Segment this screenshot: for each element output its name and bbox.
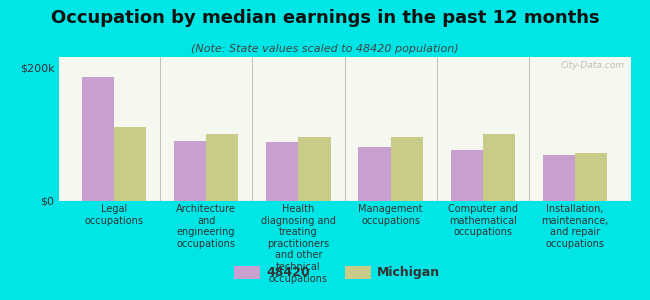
- Text: Michigan: Michigan: [377, 266, 440, 279]
- Text: 48420: 48420: [266, 266, 310, 279]
- Bar: [575, 153, 608, 201]
- Bar: [358, 147, 391, 201]
- Bar: [298, 137, 331, 201]
- Bar: [114, 127, 146, 201]
- Text: Management
occupations: Management occupations: [358, 204, 423, 226]
- Bar: [174, 141, 206, 201]
- Bar: [266, 142, 298, 201]
- Text: Computer and
mathematical
occupations: Computer and mathematical occupations: [448, 204, 518, 237]
- Bar: [543, 155, 575, 201]
- Bar: [483, 134, 515, 201]
- Bar: [206, 134, 239, 201]
- Bar: [391, 137, 423, 201]
- Text: Occupation by median earnings in the past 12 months: Occupation by median earnings in the pas…: [51, 9, 599, 27]
- Text: Installation,
maintenance,
and repair
occupations: Installation, maintenance, and repair oc…: [541, 204, 609, 249]
- Text: Health
diagnosing and
treating
practitioners
and other
technical
occupations: Health diagnosing and treating practitio…: [261, 204, 336, 284]
- Bar: [450, 150, 483, 201]
- Text: (Note: State values scaled to 48420 population): (Note: State values scaled to 48420 popu…: [191, 44, 459, 53]
- Bar: [81, 77, 114, 201]
- Text: Legal
occupations: Legal occupations: [84, 204, 144, 226]
- Text: Architecture
and
engineering
occupations: Architecture and engineering occupations: [176, 204, 236, 249]
- Text: City-Data.com: City-Data.com: [561, 61, 625, 70]
